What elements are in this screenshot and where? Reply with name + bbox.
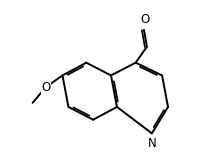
Text: O: O <box>140 13 149 26</box>
Text: O: O <box>41 81 50 94</box>
Text: N: N <box>148 137 157 150</box>
